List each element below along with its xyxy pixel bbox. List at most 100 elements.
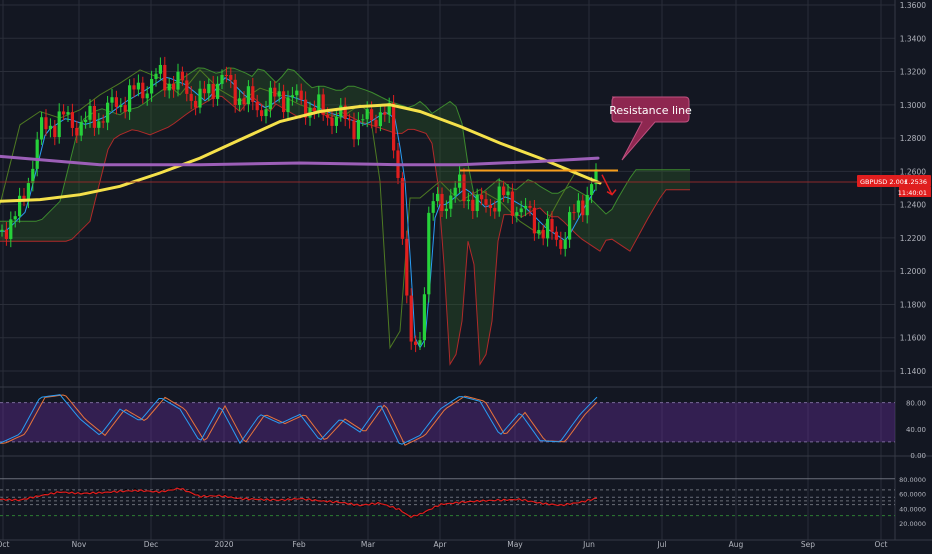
candle-body: [405, 238, 409, 296]
candle-body: [392, 103, 396, 151]
candle-body: [123, 105, 127, 112]
x-tick-label: May: [507, 540, 523, 549]
candle-body: [550, 218, 554, 232]
candle-body: [458, 174, 462, 188]
price-badge-value: 1.2536: [904, 178, 927, 186]
candle-body: [585, 194, 589, 216]
candle-body: [172, 83, 176, 90]
stoch-y-tick-label: 0.00: [910, 452, 926, 460]
candle-body: [273, 87, 277, 97]
candle-body: [62, 111, 66, 115]
candle-body: [180, 71, 184, 81]
x-tick-label: Apr: [434, 540, 448, 549]
candle-body: [378, 112, 382, 127]
candle-body: [436, 193, 440, 202]
candle-body: [590, 184, 594, 195]
candle-body: [9, 219, 13, 239]
candle-body: [57, 111, 61, 138]
rsi-y-tick-label: 40.0000: [899, 505, 926, 513]
candle-body: [44, 117, 48, 130]
candle-body: [220, 74, 224, 84]
candle-body: [383, 112, 387, 115]
y-tick-label: 1.3000: [900, 101, 926, 110]
candle-body: [97, 121, 101, 128]
candle-body: [462, 174, 466, 202]
price-badge-symbol: GBPUSD 2.00£: [860, 178, 908, 186]
candle-body: [546, 218, 550, 239]
x-tick-label: Jul: [656, 540, 666, 549]
x-tick-label: Aug: [729, 540, 744, 549]
candle-body: [268, 87, 272, 110]
ma-purple-line: [0, 154, 600, 167]
candle-body: [290, 95, 294, 98]
candle-body: [189, 93, 193, 101]
candle-body: [541, 229, 545, 239]
candle-body: [594, 169, 598, 185]
candle-body: [471, 199, 475, 211]
candle-body: [418, 340, 422, 345]
candle-body: [53, 125, 57, 138]
candle-body: [4, 229, 8, 239]
candles: [0, 56, 598, 353]
candle-body: [207, 83, 211, 94]
candle-body: [106, 102, 110, 123]
candle-body: [519, 208, 523, 213]
grid: [0, 0, 895, 540]
cloud-span-a: [0, 67, 690, 222]
candle-body: [326, 114, 330, 118]
candle-body: [524, 205, 528, 209]
candle-body: [48, 125, 52, 130]
candle-body: [563, 239, 567, 249]
candle-body: [194, 100, 198, 108]
candle-body: [409, 295, 413, 342]
candle-body: [440, 193, 444, 212]
candle-body: [356, 120, 360, 140]
stoch-k-line: [0, 394, 598, 445]
y-tick-label: 1.2600: [900, 167, 926, 176]
y-tick-label: 1.2800: [900, 134, 926, 143]
candle-body: [132, 85, 136, 90]
x-tick-label: 2020: [214, 540, 233, 549]
candle-body: [145, 93, 149, 99]
candle-body: [528, 205, 532, 208]
candle-body: [216, 83, 220, 99]
candle-body: [18, 195, 22, 217]
stoch-y-tick-label: 40.00: [906, 426, 926, 434]
candle-body: [387, 103, 391, 115]
candle-body: [251, 86, 255, 102]
rsi-y-tick-label: 80.0000: [899, 476, 926, 484]
candle-body: [444, 208, 448, 212]
candle-body: [211, 83, 215, 99]
candle-body: [35, 139, 39, 169]
candle-body: [277, 91, 281, 97]
candle-body: [343, 105, 347, 119]
candle-body: [400, 177, 404, 239]
candle-body: [286, 97, 290, 113]
callout-bubble[interactable]: [611, 96, 690, 161]
candle-body: [510, 191, 514, 216]
candle-body: [163, 64, 167, 91]
resistance-callout[interactable]: Resistance line: [609, 96, 692, 161]
candle-body: [84, 119, 88, 122]
candle-body: [312, 107, 316, 112]
candle-body: [352, 120, 356, 140]
candle-body: [497, 186, 501, 212]
candle-body: [26, 183, 30, 201]
candle-body: [167, 83, 171, 91]
candle-body: [185, 80, 189, 94]
candle-body: [31, 168, 35, 184]
candle-body: [79, 121, 83, 136]
candle-body: [304, 99, 308, 118]
candle-body: [581, 200, 585, 216]
candle-body: [334, 116, 338, 126]
candle-body: [559, 239, 563, 249]
rsi-y-tick-label: 60.0000: [899, 491, 926, 499]
candle-body: [330, 117, 334, 126]
candle-body: [427, 212, 431, 295]
candle-body: [493, 207, 497, 212]
candle-body: [295, 90, 299, 96]
candle-body: [365, 109, 369, 120]
x-tick-label: Oct: [0, 540, 10, 549]
